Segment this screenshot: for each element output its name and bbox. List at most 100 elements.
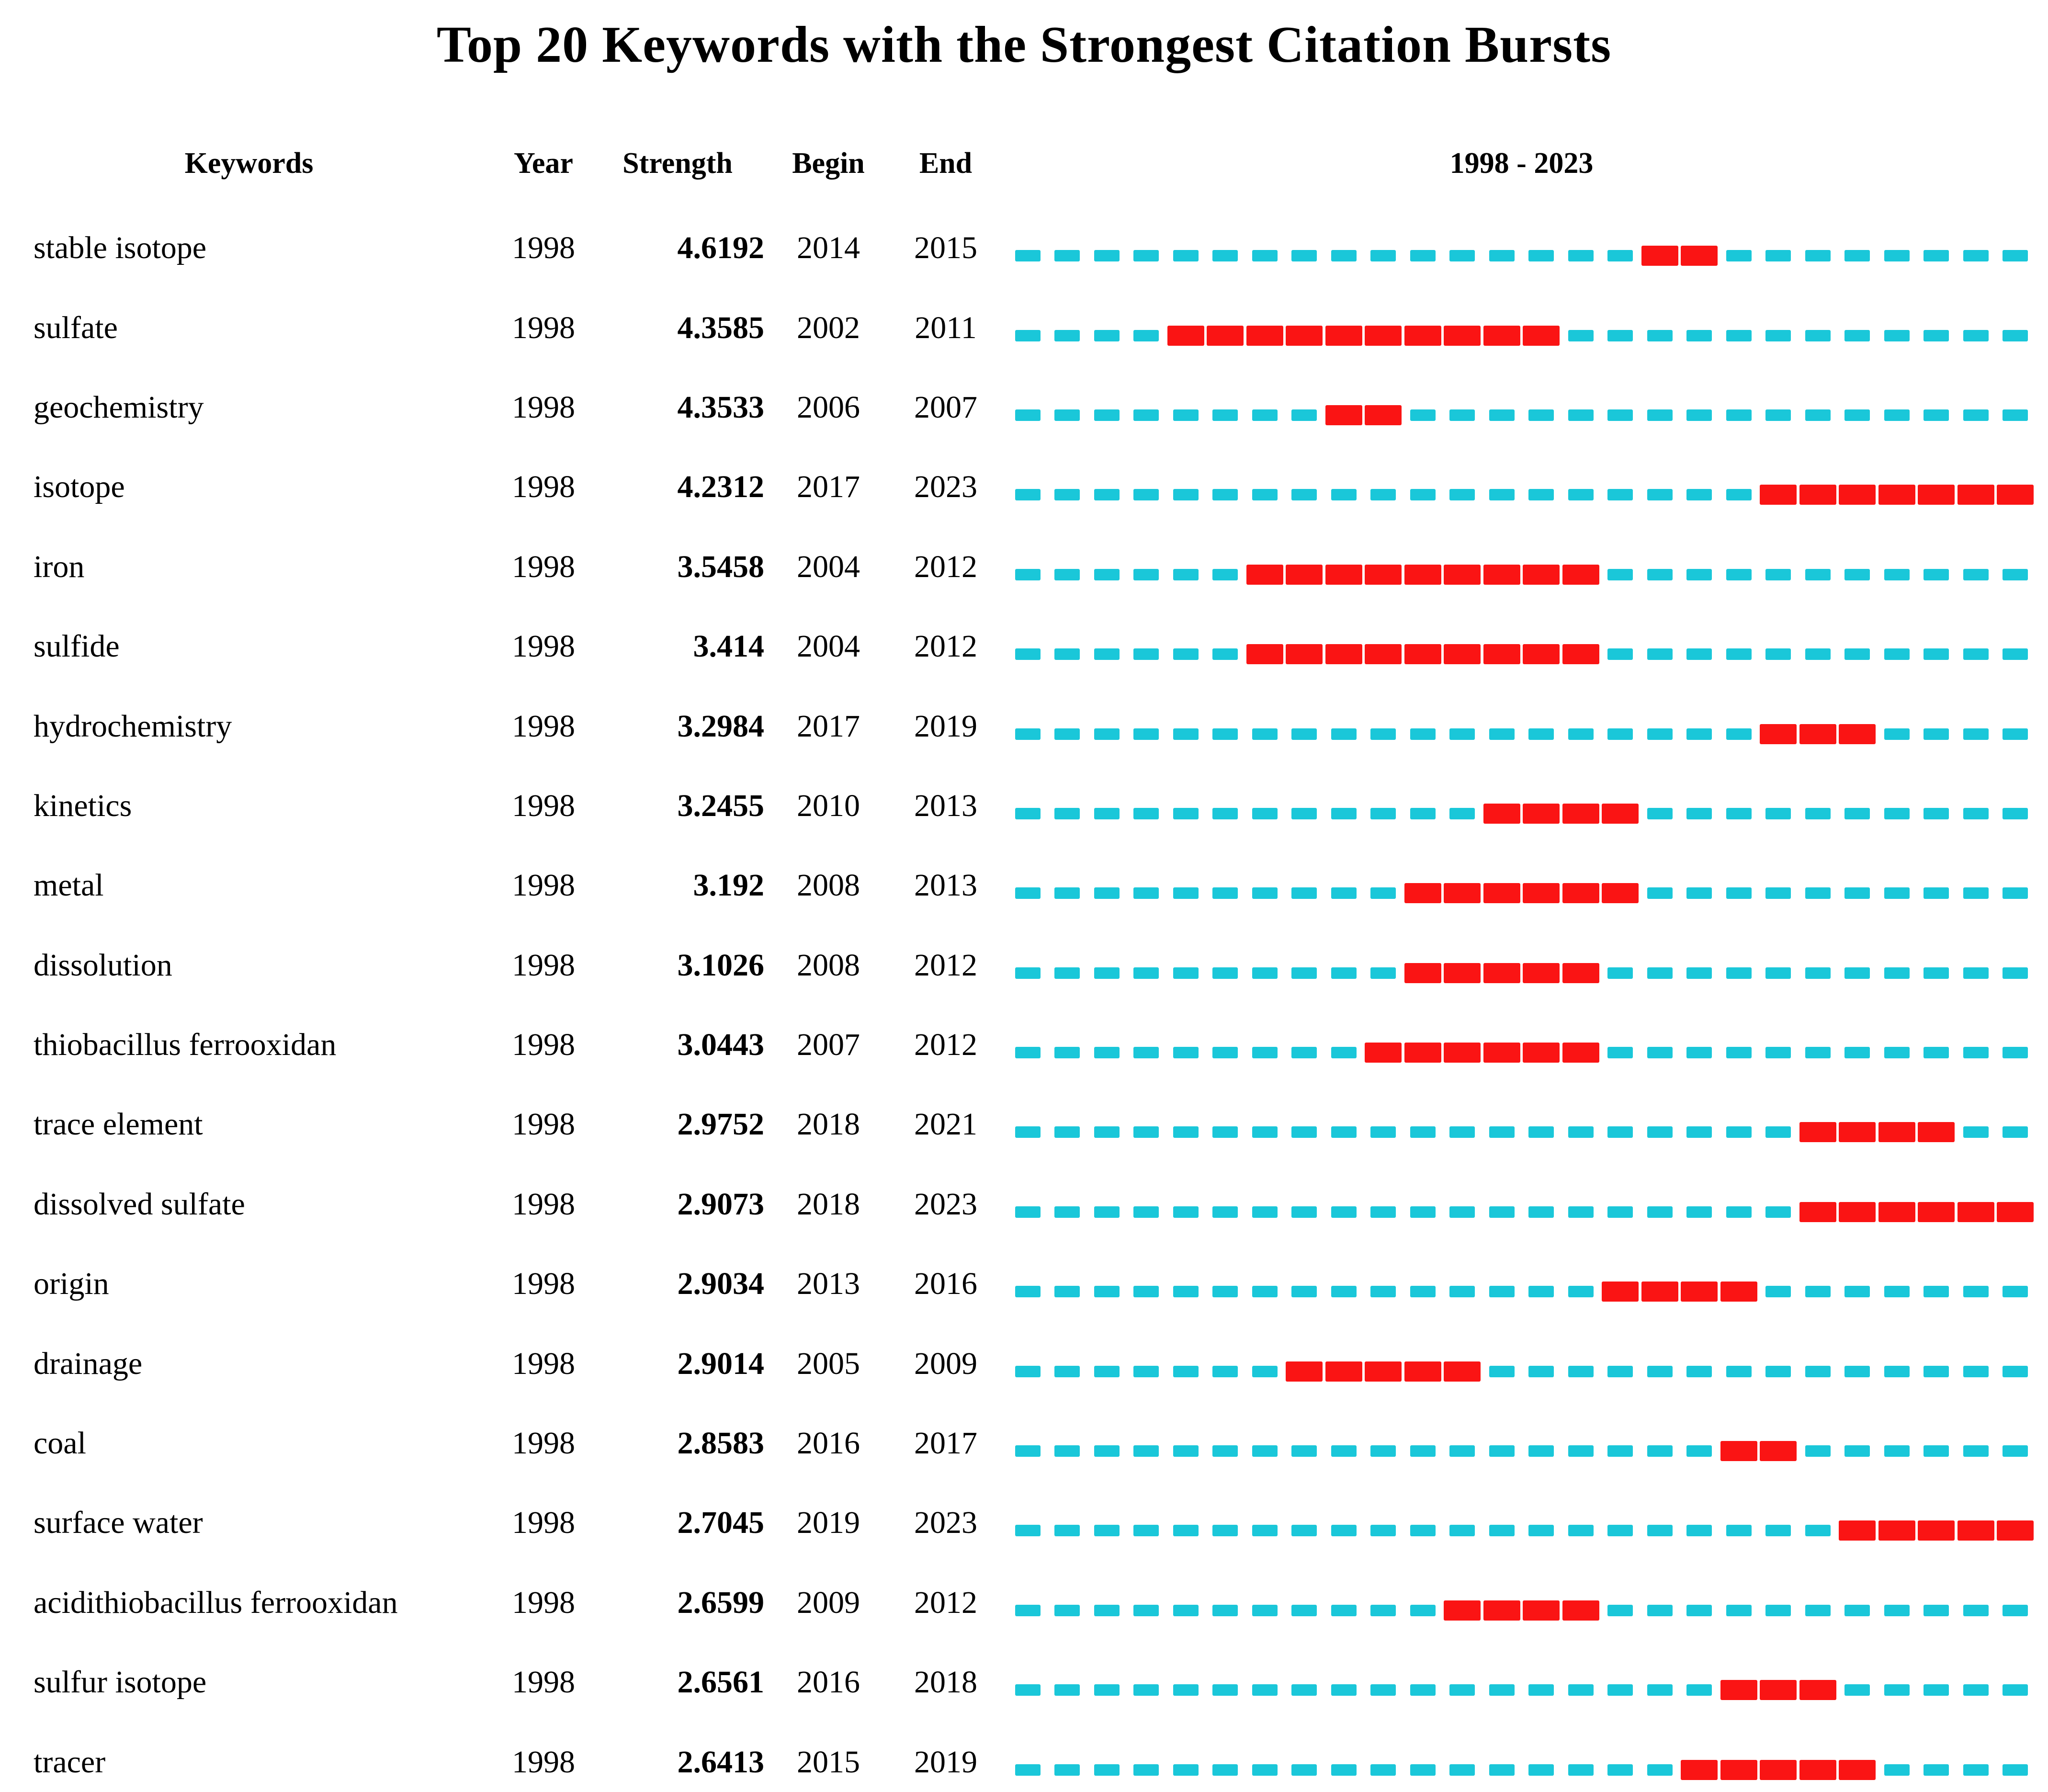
burst-dash <box>1325 405 1362 425</box>
timeline-segment-base <box>1877 644 1917 664</box>
base-dash <box>1015 967 1041 979</box>
begin-value: 2008 <box>797 947 860 983</box>
timeline-segment-base <box>1759 1361 1799 1382</box>
base-dash <box>1726 250 1752 262</box>
timeline-segment-base <box>1759 1520 1799 1541</box>
burst-dash <box>1483 883 1520 904</box>
base-dash <box>1291 1684 1317 1696</box>
base-dash <box>1647 807 1673 819</box>
timeline-segment-base <box>1640 1680 1680 1700</box>
timeline-segment-base <box>1956 1282 1996 1302</box>
base-dash <box>1726 1206 1752 1218</box>
base-dash <box>1528 1684 1554 1696</box>
timeline-segment-base <box>1324 804 1364 824</box>
timeline-segment-base <box>1601 1680 1641 1700</box>
timeline-segment-burst <box>1719 1282 1759 1302</box>
begin-value: 2018 <box>797 1107 860 1142</box>
timeline-segment-base <box>1364 1520 1403 1541</box>
table-row: sulfur isotope 1998 2.6561 2016 2018 <box>0 1643 2048 1722</box>
base-dash <box>1963 1126 1989 1138</box>
base-dash <box>1726 1047 1752 1059</box>
table-row: isotope 1998 4.2312 2017 2023 <box>0 447 2048 527</box>
timeline-segment-burst <box>1482 963 1522 983</box>
timeline-segment-base <box>1443 485 1482 505</box>
timeline-segment-base <box>1798 1043 1838 1063</box>
base-dash <box>1212 1206 1238 1218</box>
base-dash <box>1805 648 1831 660</box>
base-dash <box>1449 1286 1475 1298</box>
timeline-segment-base <box>1601 1361 1641 1382</box>
timeline-segment-base <box>1996 326 2036 346</box>
base-dash <box>1015 1604 1041 1616</box>
base-dash <box>1528 1525 1554 1537</box>
base-dash <box>1568 250 1594 262</box>
end-value: 2012 <box>914 1585 977 1620</box>
base-dash <box>1173 250 1199 262</box>
base-dash <box>1212 1126 1238 1138</box>
timeline-segment-base <box>1877 1600 1917 1621</box>
burst-dash <box>1365 1361 1402 1382</box>
base-dash <box>1884 728 1910 740</box>
timeline-segment-base <box>1127 246 1166 266</box>
timeline-segment-burst <box>1245 564 1285 585</box>
base-dash <box>1054 1445 1080 1457</box>
table-row: sulfate 1998 4.3585 2002 2011 <box>0 288 2048 367</box>
timeline-segment-burst <box>1482 1600 1522 1621</box>
timeline-segment-base <box>1956 644 1996 664</box>
base-dash <box>1133 1286 1159 1298</box>
base-dash <box>1765 1286 1791 1298</box>
timeline-segment-base <box>1561 1202 1601 1222</box>
base-dash <box>1528 1286 1554 1298</box>
base-dash <box>1765 409 1791 421</box>
table-row: tracer 1998 2.6413 2015 2019 <box>0 1722 2048 1792</box>
base-dash <box>1094 1445 1120 1457</box>
timeline-segment-base <box>1640 1043 1680 1063</box>
base-dash <box>1133 1126 1159 1138</box>
timeline-segment-burst <box>1561 1600 1601 1621</box>
timeline-segment-base <box>1680 644 1720 664</box>
burst-dash <box>1444 325 1481 346</box>
timeline-segment-base <box>1838 883 1878 903</box>
timeline-segment-base <box>1917 326 1957 346</box>
table-row: iron 1998 3.5458 2004 2012 <box>0 527 2048 607</box>
timeline-segment-base <box>1048 1282 1087 1302</box>
base-dash <box>1924 1684 1949 1696</box>
burst-dash <box>1997 1520 2034 1541</box>
timeline-segment-base <box>1048 1760 1087 1780</box>
end-value: 2023 <box>914 1186 977 1222</box>
end-value: 2017 <box>914 1426 977 1461</box>
timeline-segment-burst <box>1838 1520 1878 1541</box>
base-dash <box>1133 1365 1159 1377</box>
begin-value: 2005 <box>797 1346 860 1381</box>
base-dash <box>1015 1445 1041 1457</box>
base-dash <box>1291 967 1317 979</box>
timeline-segment-base <box>1561 1520 1601 1541</box>
timeline-segment-base <box>1680 1441 1720 1461</box>
timeline-bars <box>1008 644 2035 665</box>
base-dash <box>1844 887 1870 899</box>
begin-value: 2015 <box>797 1744 860 1780</box>
timeline-segment-burst <box>1364 564 1403 585</box>
page-title: Top 20 Keywords with the Strongest Citat… <box>436 16 1612 73</box>
base-dash <box>1449 489 1475 501</box>
timeline-segment-base <box>1522 246 1561 266</box>
timeline-segment-base <box>1324 1520 1364 1541</box>
table-row: trace element 1998 2.9752 2018 2021 <box>0 1085 2048 1164</box>
base-dash <box>1370 1126 1396 1138</box>
burst-dash <box>1839 1122 1876 1143</box>
base-dash <box>1291 807 1317 819</box>
burst-dash <box>1799 485 1836 505</box>
timeline-segment-base <box>1087 883 1127 903</box>
base-dash <box>1173 728 1199 740</box>
timeline-segment-burst <box>1759 1759 1799 1780</box>
keyword-label: kinetics <box>34 788 132 823</box>
timeline-segment-base <box>1996 804 2036 824</box>
burst-dash <box>1720 1282 1757 1302</box>
base-dash <box>1686 967 1712 979</box>
timeline-segment-burst <box>1996 1202 2036 1222</box>
base-dash <box>1370 1764 1396 1776</box>
base-dash <box>1765 329 1791 341</box>
base-dash <box>1449 409 1475 421</box>
burst-dash <box>1799 724 1836 744</box>
timeline-segment-base <box>1719 405 1759 425</box>
